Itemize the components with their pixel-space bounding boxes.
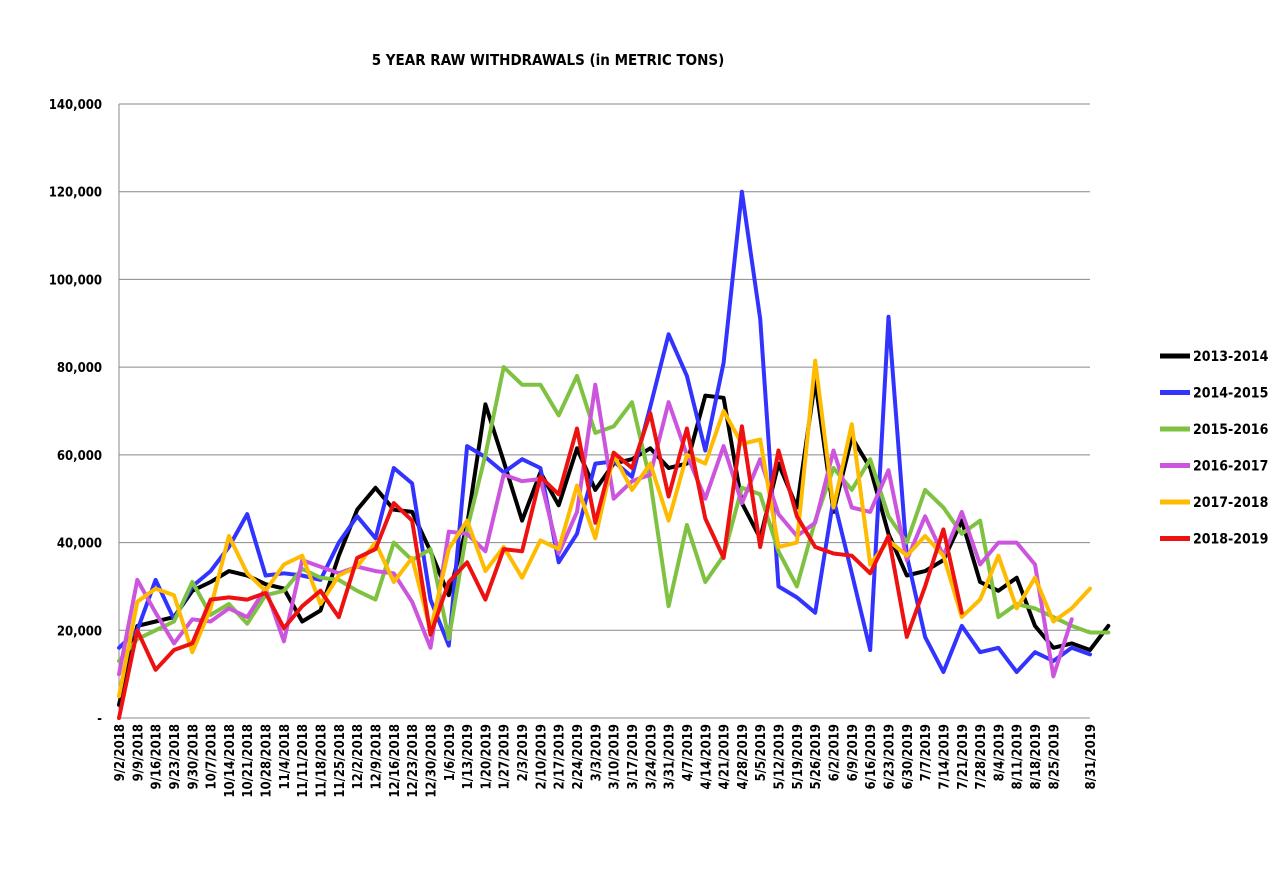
x-tick-label: 5/26/2019 (809, 724, 824, 790)
x-tick-label: 12/2/2018 (351, 724, 366, 790)
x-tick-label: 4/7/2019 (681, 724, 696, 781)
series-line-2016-2017 (117, 382, 1074, 679)
x-tick-label: 6/9/2019 (846, 724, 861, 781)
x-tick-label: 10/7/2018 (205, 724, 220, 790)
x-tick-label: 10/21/2018 (241, 724, 256, 798)
chart-title: 5 YEAR RAW WITHDRAWALS (in METRIC TONS) (372, 51, 725, 69)
y-tick-label: 100,000 (49, 273, 102, 288)
x-tick-label: 7/14/2019 (937, 724, 952, 790)
x-tick-label: 8/18/2019 (1029, 724, 1044, 790)
x-tick-label: 4/28/2019 (736, 724, 751, 790)
x-tick-label: 4/14/2019 (699, 724, 714, 790)
y-tick-label: 60,000 (57, 449, 102, 464)
x-tick-label: 7/21/2019 (956, 724, 971, 790)
y-tick-label: 80,000 (57, 361, 102, 376)
gridlines (119, 103, 1090, 719)
x-tick-label: 3/24/2019 (644, 724, 659, 790)
x-tick-label: 6/2/2019 (828, 724, 843, 781)
x-tick-label: 10/14/2018 (223, 724, 238, 798)
x-tick-label: 1/6/2019 (443, 724, 458, 781)
x-tick-label: 10/28/2018 (260, 724, 275, 798)
y-tick-label: 120,000 (49, 186, 102, 201)
x-tick-label: 2/10/2019 (534, 724, 549, 790)
y-tick-label: 140,000 (49, 98, 102, 113)
x-tick-label: 12/9/2018 (369, 724, 384, 790)
x-tick-label: 3/17/2019 (626, 724, 641, 790)
x-tick-label: 9/16/2018 (150, 724, 165, 790)
x-tick-label: 2/24/2019 (571, 724, 586, 790)
x-tick-label: 9/2/2018 (113, 724, 128, 781)
x-tick-label: 8/11/2019 (1011, 724, 1026, 790)
legend-label: 2014-2015 (1193, 386, 1268, 402)
legend: 2013-2014 2014-2015 2015-2016 2016-2017 2017… (1160, 349, 1269, 548)
x-tick-label: 7/7/2019 (919, 724, 934, 781)
y-tick-label: 40,000 (57, 537, 102, 552)
x-tick-label: 3/3/2019 (589, 724, 604, 781)
x-tick-label: 11/25/2018 (333, 724, 348, 798)
x-tick-label: 1/20/2019 (479, 724, 494, 790)
legend-label: 2013-2014 (1193, 349, 1269, 365)
x-axis: 9/2/2018 9/9/2018 9/16/2018 9/23/2018 9/30/2… (113, 724, 1099, 798)
x-tick-label: 11/4/2018 (278, 724, 293, 790)
x-tick-label: 12/30/2018 (424, 724, 439, 798)
x-tick-label: 1/13/2019 (461, 724, 476, 790)
y-tick-label: 20,000 (57, 624, 102, 639)
x-tick-label: 2/17/2019 (553, 724, 568, 790)
x-tick-label: 9/23/2018 (168, 724, 183, 790)
series-line-2017-2018 (117, 358, 1092, 699)
series-line-2015-2016 (117, 365, 1111, 663)
legend-label: 2018-2019 (1193, 532, 1268, 548)
legend-label: 2016-2017 (1193, 459, 1268, 475)
x-tick-label: 3/10/2019 (608, 724, 623, 790)
x-tick-label: 5/5/2019 (754, 724, 769, 781)
x-tick-label: 8/25/2019 (1047, 724, 1062, 790)
x-tick-label: 6/16/2019 (864, 724, 879, 790)
series-line-2014-2015 (117, 189, 1092, 674)
x-tick-label: 9/30/2018 (186, 724, 201, 790)
series-lines (117, 189, 1111, 720)
x-tick-label: 3/31/2019 (663, 724, 678, 790)
x-tick-label: 12/16/2018 (388, 724, 403, 798)
x-tick-label: 4/21/2019 (718, 724, 733, 790)
x-tick-label: 8/4/2019 (992, 724, 1007, 781)
x-tick-label: 6/30/2019 (901, 724, 916, 790)
series-line-2018-2019 (117, 411, 964, 720)
x-tick-label: 2/3/2019 (516, 724, 531, 781)
x-tick-label: 6/23/2019 (882, 724, 897, 790)
x-tick-label: 12/23/2018 (406, 724, 421, 798)
x-tick-label: 8/31/2019 (1084, 724, 1099, 790)
x-tick-label: 1/27/2019 (498, 724, 513, 790)
x-tick-label: 11/18/2018 (315, 724, 330, 798)
x-tick-label: 11/11/2018 (296, 724, 311, 798)
x-tick-label: 5/19/2019 (791, 724, 806, 790)
x-tick-label: 5/12/2019 (773, 724, 788, 790)
y-axis: - 20,000 40,000 60,000 80,000 100,000 120,000 1… (49, 98, 120, 727)
x-tick-label: 7/28/2019 (974, 724, 989, 790)
y-tick-label: - (97, 712, 102, 727)
x-tick-label: 9/9/2018 (131, 724, 146, 781)
legend-label: 2017-2018 (1193, 495, 1268, 511)
legend-label: 2015-2016 (1193, 422, 1269, 438)
